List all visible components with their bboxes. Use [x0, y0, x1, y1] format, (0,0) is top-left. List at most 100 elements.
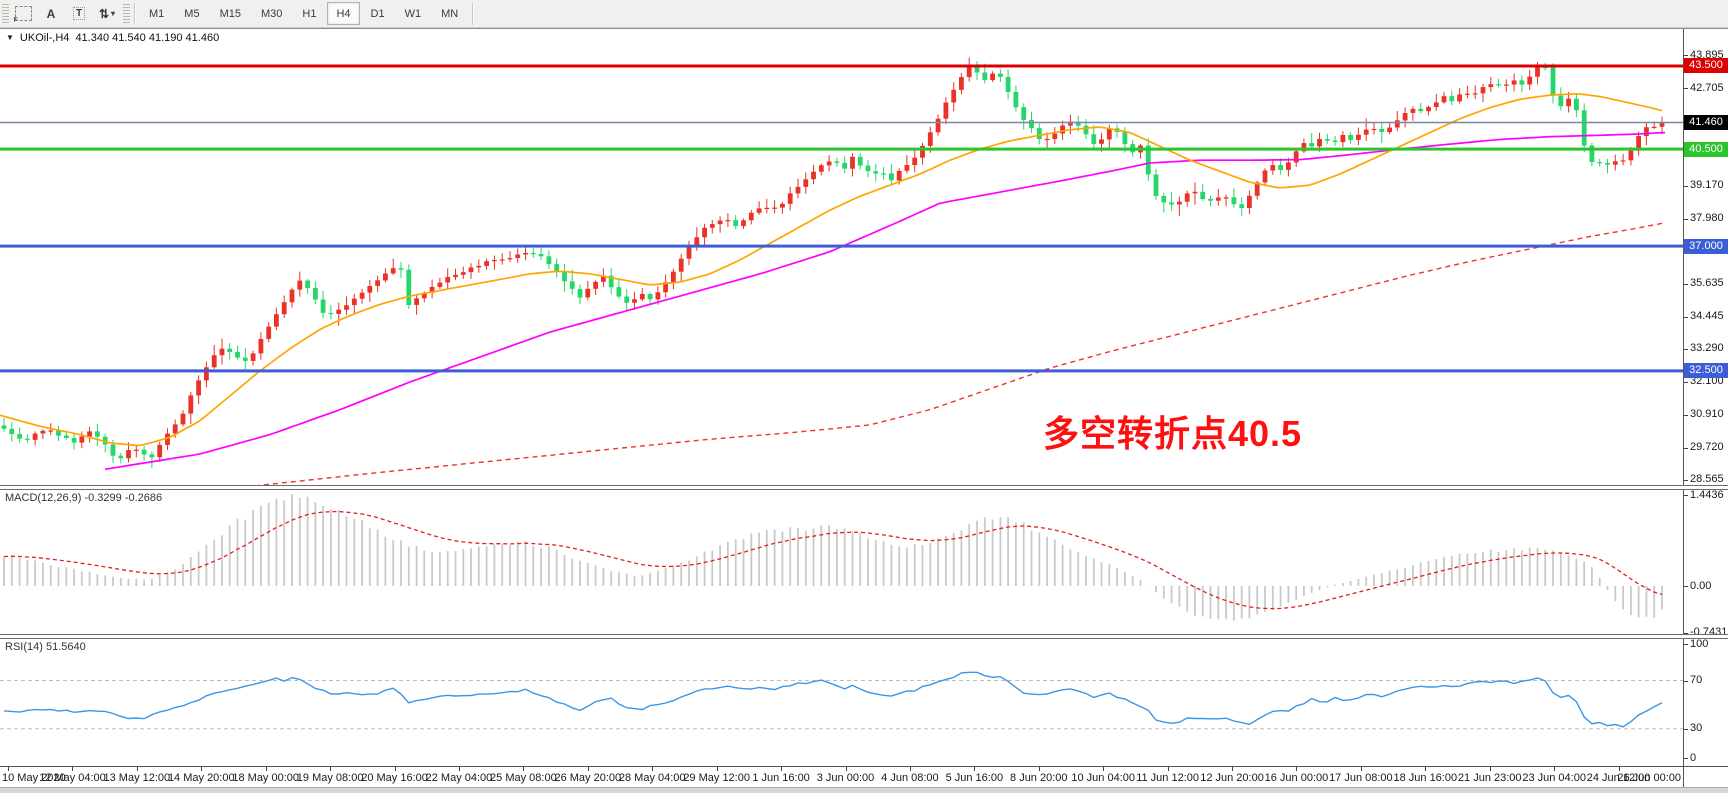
date-tick-mark: [458, 767, 460, 771]
date-tick-mark: [1360, 767, 1362, 771]
chart-title-row: ▼ UKOil-,H4 41.340 41.540 41.190 41.460: [6, 31, 219, 44]
date-tick-label: 23 Jun 04:00: [1522, 772, 1586, 784]
date-tick-mark: [845, 767, 847, 771]
price-tick-label: 30.910: [1690, 408, 1724, 421]
window-bottom-strip: [0, 787, 1728, 793]
price-tick-label: 43.895: [1690, 48, 1724, 61]
toolbar-grip-2[interactable]: [123, 3, 130, 24]
date-tick-mark: [652, 767, 654, 771]
chart-plot-canvas[interactable]: [0, 29, 1728, 793]
macd-tick-label: 0.00: [1690, 579, 1712, 592]
toolbar-separator: [134, 2, 135, 25]
date-tick-mark: [265, 767, 267, 771]
text-label-glyph: T: [72, 7, 86, 20]
date-tick-mark: [587, 767, 589, 771]
timeframe-button-h1[interactable]: H1: [302, 7, 317, 20]
price-tick-mark: [1683, 414, 1688, 416]
price-axis-border: [1683, 29, 1684, 787]
price-tick-label: 42.705: [1690, 81, 1724, 94]
macd-tick-label: 1.4436: [1690, 488, 1724, 501]
date-tick-mark: [781, 767, 783, 771]
date-tick-mark: [201, 767, 203, 771]
font-a-glyph: A: [46, 6, 56, 21]
timeframe-bar: M1 M5 M15 M30 H1 H4 D1 W1 MN: [139, 2, 468, 25]
price-tick-label: 29.720: [1690, 441, 1724, 454]
price-tick-mark: [1683, 381, 1688, 383]
date-tick-label: 22 May 04:00: [425, 772, 493, 784]
snap-frame-glyph: F: [14, 6, 32, 24]
date-tick-label: 5 Jun 16:00: [945, 772, 1004, 784]
panel-splitter-macd[interactable]: [0, 485, 1728, 490]
timeframe-button-m15[interactable]: M15: [219, 7, 241, 20]
hline-price-badge: 37.000: [1684, 238, 1728, 254]
arrange-glyph: ⇅: [98, 6, 110, 21]
date-tick-label: 21 Jun 23:00: [1457, 772, 1522, 784]
macd-tick-mark: [1683, 632, 1688, 634]
date-tick-label: 13 May 12:00: [103, 772, 171, 784]
date-tick-mark: [1038, 767, 1040, 771]
toolbar-grip[interactable]: [2, 3, 9, 24]
date-tick-label: 12 May 04:00: [39, 772, 106, 784]
panel-splitter-rsi[interactable]: [0, 634, 1728, 639]
chart-window: ▼ UKOil-,H4 41.340 41.540 41.190 41.460 …: [0, 28, 1728, 793]
price-tick-label: 28.565: [1690, 473, 1724, 486]
date-tick-mark: [1296, 767, 1298, 771]
time-axis-border: [0, 766, 1728, 767]
timeframe-button-h4[interactable]: H4: [327, 2, 360, 25]
rsi-tick-label: 30: [1690, 722, 1703, 735]
text-label-icon[interactable]: T: [66, 2, 92, 26]
top-toolbar: F A T ⇅ ▾ M1 M5 M15 M30 H1 H4 D1 W1 MN: [0, 0, 1728, 28]
arrange-charts-icon[interactable]: ⇅ ▾: [94, 2, 120, 26]
price-tick-mark: [1683, 447, 1688, 449]
date-tick-label: 8 Jun 20:00: [1010, 772, 1068, 784]
date-tick-mark: [1489, 767, 1491, 771]
price-tick-label: 37.980: [1690, 212, 1724, 225]
chart-symbol-title: UKOil-,H4: [19, 31, 70, 44]
rsi-tick-label: 100: [1690, 637, 1709, 650]
price-tick-mark: [1683, 55, 1688, 57]
date-tick-mark: [8, 767, 9, 771]
snap-frame-icon[interactable]: F: [10, 2, 36, 26]
date-tick-mark: [523, 767, 525, 771]
date-tick-mark: [1425, 767, 1427, 771]
timeframe-button-m1[interactable]: M1: [149, 7, 165, 20]
timeframe-button-mn[interactable]: MN: [441, 7, 459, 20]
collapse-triangle-icon[interactable]: ▼: [6, 33, 14, 42]
date-tick-label: 11 Jun 12:00: [1136, 772, 1200, 784]
date-tick-mark: [1167, 767, 1169, 771]
date-tick-mark: [394, 767, 396, 771]
rsi-indicator-label: RSI(14) 51.5640: [5, 641, 86, 653]
date-tick-label: 3 Jun 00:00: [816, 772, 875, 784]
date-tick-label: 18 Jun 16:00: [1393, 772, 1458, 784]
date-tick-mark: [974, 767, 976, 771]
date-tick-label: 14 May 20:00: [167, 772, 235, 784]
timeframe-button-m30[interactable]: M30: [260, 7, 283, 20]
date-tick-label: 19 May 08:00: [296, 772, 364, 784]
toolbar-separator-2: [472, 2, 474, 25]
hline-price-badge: 32.500: [1684, 363, 1728, 379]
timeframe-button-m5[interactable]: M5: [184, 7, 200, 20]
date-tick-mark: [136, 767, 138, 771]
current-price-badge: 41.460: [1684, 115, 1728, 131]
font-a-icon[interactable]: A: [38, 2, 64, 26]
price-tick-label: 32.100: [1690, 375, 1724, 388]
date-tick-label: 29 May 12:00: [683, 772, 750, 784]
timeframe-button-w1[interactable]: W1: [404, 7, 422, 20]
rsi-tick-label: 0: [1690, 751, 1697, 764]
date-tick-mark: [330, 767, 332, 771]
timeframe-button-d1[interactable]: D1: [370, 7, 385, 20]
date-tick-mark: [716, 767, 718, 771]
date-tick-mark: [1232, 767, 1234, 771]
chart-ohlc-values: 41.340 41.540 41.190 41.460: [75, 31, 220, 44]
price-tick-mark: [1683, 479, 1688, 481]
date-tick-label: 10 May 2020: [2, 772, 66, 784]
rsi-tick-mark: [1683, 680, 1688, 682]
date-tick-mark: [1103, 767, 1105, 771]
price-tick-mark: [1683, 185, 1688, 187]
hline-price-badge: 43.500: [1684, 58, 1728, 74]
date-tick-label: 28 May 04:00: [618, 772, 686, 784]
date-tick-label: 1 Jun 16:00: [752, 772, 810, 784]
date-tick-label: 12 Jun 20:00: [1200, 772, 1264, 784]
price-tick-mark: [1683, 88, 1688, 89]
